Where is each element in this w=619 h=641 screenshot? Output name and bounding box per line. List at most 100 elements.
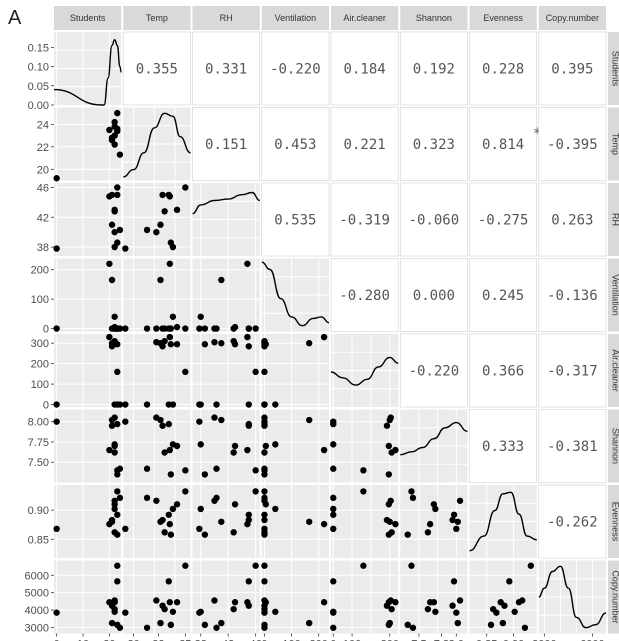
scatter-point — [143, 494, 151, 502]
scatter-point — [449, 602, 456, 609]
x-tick-label-air-cleaner: 0 — [330, 639, 336, 641]
scatter-point — [261, 401, 268, 408]
scatter-point — [387, 597, 394, 604]
scatter-point — [330, 608, 337, 615]
scatter-point — [506, 578, 513, 585]
scatter-point — [161, 337, 168, 345]
y-tick-label-air-cleaner: 300 — [31, 338, 49, 350]
scatter-point — [409, 624, 417, 631]
scatter-point — [106, 126, 113, 134]
scatter-point — [387, 497, 394, 504]
scatter-point — [252, 325, 259, 332]
scatter-point — [108, 422, 116, 429]
scatter-point — [261, 516, 268, 524]
scatter-point — [424, 605, 432, 613]
scatter-point — [261, 337, 268, 345]
scatter-point — [166, 333, 174, 341]
x-tick-label-rh: 42 — [222, 639, 234, 641]
scatter-point — [453, 609, 460, 616]
scatter-point — [230, 529, 237, 536]
scatter-point — [230, 325, 237, 332]
y-tick-label-ventilation: 0 — [43, 324, 49, 336]
scatter-point — [114, 368, 121, 376]
scatter-point — [114, 471, 121, 478]
scatter-point — [111, 414, 118, 421]
y-tick-label-temp: 24 — [37, 119, 49, 131]
scatter-point — [122, 245, 129, 252]
row-strip-label-shannon: Shannon — [611, 428, 619, 464]
scatter-point — [487, 621, 495, 629]
column-strip-students — [54, 6, 122, 30]
scatter-point — [272, 505, 279, 513]
scatter-point — [111, 228, 118, 236]
column-strip-label-copy-number: Copy.number — [546, 13, 599, 23]
correlation-value: 0.151 — [205, 137, 247, 153]
correlation-value: -0.395 — [547, 137, 598, 153]
y-tick-label-students: 0.05 — [28, 81, 49, 93]
scatter-point — [230, 449, 237, 456]
x-tick-label-temp: 22 — [152, 639, 164, 641]
scatter-point — [108, 619, 116, 627]
row-strip-label-rh: RH — [611, 213, 619, 226]
scatter-point — [360, 562, 367, 569]
row-strip-shannon — [608, 409, 619, 483]
correlation-value: 0.453 — [274, 137, 316, 153]
y-tick-label-ventilation: 200 — [31, 265, 49, 277]
scatter-point — [272, 608, 279, 615]
scatter-point — [116, 325, 124, 332]
scatter-point — [114, 562, 121, 569]
scatter-point — [245, 420, 252, 428]
scatter-point — [501, 602, 508, 609]
scatter-point — [385, 621, 393, 629]
scatter-point — [456, 597, 464, 604]
column-strip-label-evenness: Evenness — [483, 13, 523, 23]
scatter-point — [111, 449, 118, 456]
scatter-point — [116, 226, 124, 234]
scatter-point — [122, 418, 129, 425]
scatter-point — [166, 260, 174, 267]
panel-rh-ventilation — [261, 182, 330, 257]
scatter-point — [409, 494, 417, 502]
x-tick-label-shannon: 7.8 — [434, 639, 449, 641]
panel-air-cleaner-evenness — [469, 333, 538, 408]
scatter-point — [218, 416, 225, 424]
scatter-point — [320, 599, 328, 606]
scatter-point — [252, 488, 259, 495]
x-tick-label-rh: 38 — [195, 639, 207, 641]
scatter-point — [245, 325, 252, 332]
scatter-point — [167, 621, 175, 629]
scatter-point — [116, 151, 124, 158]
panel-students-rh — [192, 31, 261, 106]
scatter-point — [245, 578, 252, 585]
panel-air-cleaner-shannon — [399, 333, 468, 408]
scatter-point — [245, 516, 252, 524]
scatter-point — [182, 325, 189, 332]
column-strip-copy-number — [538, 6, 606, 30]
scatter-point — [244, 260, 251, 267]
scatter-point — [111, 141, 118, 148]
panel-copy-number-ventilation — [261, 560, 329, 634]
column-strip-temp — [123, 6, 191, 30]
x-tick-label-shannon: 8.0 — [449, 639, 464, 641]
column-strip-evenness — [469, 6, 537, 30]
scatter-point — [161, 449, 168, 456]
scatter-point — [167, 531, 175, 538]
scatter-point — [201, 471, 209, 478]
panel-copy-number-rh — [192, 560, 260, 634]
scatter-point — [388, 449, 395, 456]
scatter-point — [261, 624, 268, 631]
scatter-point — [111, 208, 118, 215]
scatter-point — [167, 471, 175, 478]
scatter-point — [197, 505, 204, 513]
scatter-point — [53, 609, 60, 616]
scatter-point — [166, 520, 174, 528]
scatter-point — [360, 467, 367, 474]
scatter-point — [143, 325, 151, 332]
scatter-point — [320, 446, 328, 454]
scatter-point — [106, 333, 113, 341]
column-strip-ventilation — [261, 6, 329, 30]
y-tick-label-temp: 20 — [37, 164, 49, 176]
correlation-value: -0.220 — [409, 364, 460, 380]
scatter-point — [330, 511, 337, 518]
y-tick-label-rh: 42 — [37, 212, 49, 224]
